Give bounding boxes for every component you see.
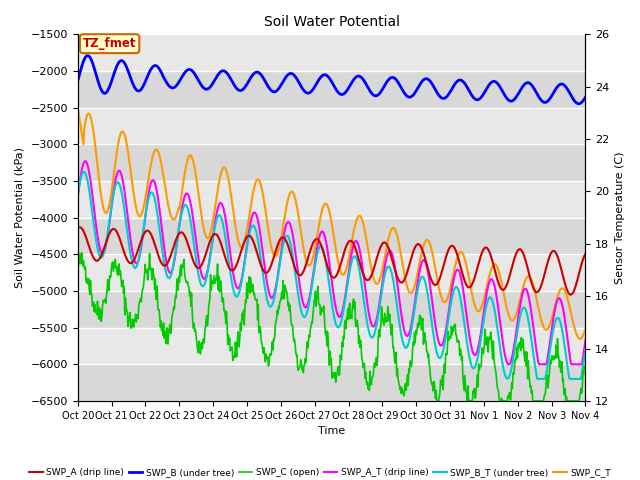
Bar xyxy=(78,254,586,291)
X-axis label: Time: Time xyxy=(318,426,345,436)
Text: TZ_fmet: TZ_fmet xyxy=(83,37,136,50)
Title: Soil Water Potential: Soil Water Potential xyxy=(264,15,399,29)
Y-axis label: Soil Water Potential (kPa): Soil Water Potential (kPa) xyxy=(15,147,25,288)
Bar xyxy=(78,217,586,254)
Legend: SWP_A (drip line), SWP_B (under tree), SWP_C (open), SWP_A_T (drip line), SWP_B_: SWP_A (drip line), SWP_B (under tree), S… xyxy=(26,464,614,480)
Bar xyxy=(78,364,586,401)
Bar xyxy=(78,328,586,364)
Bar xyxy=(78,108,586,144)
Bar xyxy=(78,35,586,71)
Bar xyxy=(78,71,586,108)
Bar xyxy=(78,291,586,328)
Bar xyxy=(78,144,586,181)
Bar xyxy=(78,181,586,217)
Y-axis label: Sensor Temperature (C): Sensor Temperature (C) xyxy=(615,151,625,284)
